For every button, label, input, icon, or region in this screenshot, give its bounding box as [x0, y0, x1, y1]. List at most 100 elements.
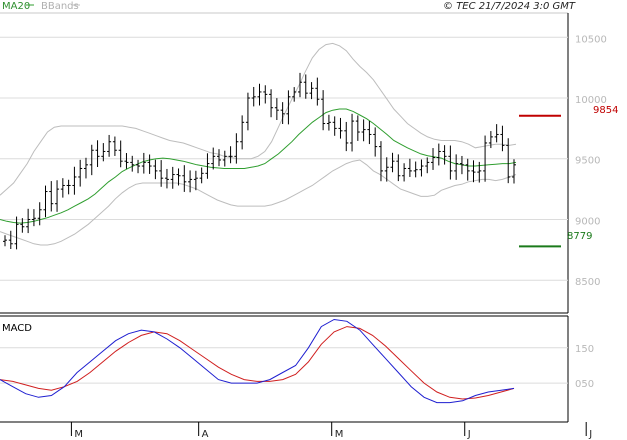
ohlc-bar	[425, 157, 430, 174]
ohlc-bar	[471, 160, 476, 183]
ohlc-bar	[257, 83, 262, 106]
ohlc-bar	[37, 202, 42, 226]
ohlc-bar	[350, 113, 355, 152]
x-tick-label: M	[335, 429, 344, 440]
ohlc-bar	[442, 145, 447, 165]
ohlc-bar	[164, 168, 169, 189]
ohlc-bar	[20, 218, 25, 233]
ohlc-bar	[338, 117, 343, 139]
ohlc-bar	[303, 74, 308, 99]
ohlc-bar	[384, 157, 389, 182]
ohlc-bar	[396, 154, 401, 182]
bband-upper-line	[0, 42, 517, 196]
ohlc-bar	[494, 124, 499, 143]
ohlc-bar	[240, 115, 245, 150]
ohlc-bar	[373, 127, 378, 157]
macd-line	[0, 318, 515, 404]
ma20-path	[0, 108, 517, 224]
ohlc-bar	[251, 86, 256, 107]
ohlc-bar	[112, 136, 117, 156]
macd-panel-frame	[0, 315, 569, 423]
ohlc-bar	[390, 152, 395, 173]
ohlc-bar	[477, 161, 482, 183]
ohlc-bar	[448, 145, 453, 180]
ohlc-bar	[280, 102, 285, 125]
ohlc-bar	[199, 167, 204, 184]
ohlc-bar	[95, 140, 100, 168]
x-tick-label: M	[74, 429, 83, 440]
ohlc-bar	[459, 155, 464, 175]
ohlc-bar	[118, 140, 123, 168]
ohlc-bar	[3, 235, 7, 247]
ohlc-bar	[130, 155, 135, 172]
x-tick-label: A	[202, 429, 209, 440]
ohlc-bar	[66, 179, 71, 195]
grid-lines	[0, 36, 568, 384]
ohlc-bar	[217, 149, 222, 167]
ohlc-bar	[89, 144, 94, 176]
legend-bbands: BBands	[41, 1, 79, 12]
ohlc-bar	[136, 159, 141, 174]
ohlc-bar	[78, 159, 83, 187]
ohlc-bar	[153, 159, 158, 180]
y-tick-label: 9500	[575, 156, 600, 167]
ohlc-bar	[402, 163, 407, 182]
ohlc-bar	[159, 160, 164, 187]
ohlc-bar	[222, 150, 227, 167]
ohlc-bar	[367, 120, 372, 145]
ohlc-bar	[315, 77, 320, 106]
ohlc-bar	[83, 157, 88, 179]
macd-tick-label: 150	[575, 344, 594, 355]
ohlc-bar	[245, 92, 250, 131]
ohlc-bar	[31, 209, 36, 227]
price-bars	[3, 72, 516, 250]
legend-ma20: MA20	[2, 1, 30, 12]
ohlc-bar	[14, 216, 19, 250]
resistance-label: 9854	[593, 105, 618, 116]
macd-lines	[0, 318, 515, 404]
y-tick-label: 8500	[575, 277, 600, 288]
support-resistance-levels	[519, 114, 561, 248]
ohlc-bar	[211, 147, 216, 170]
ohlc-bar	[55, 180, 60, 212]
macd-title: MACD	[2, 323, 32, 334]
ohlc-bar	[431, 148, 436, 170]
x-tick-label: J	[588, 429, 592, 440]
ohlc-bar	[454, 154, 459, 180]
ohlc-bar	[49, 181, 54, 212]
ohlc-bar	[176, 168, 181, 186]
ohlc-bar	[205, 153, 210, 179]
ohlc-bar	[43, 185, 48, 218]
ohlc-bar	[141, 152, 146, 174]
ohlc-bar	[332, 116, 337, 136]
ohlc-bar	[26, 208, 31, 234]
support-label: 8779	[567, 231, 592, 242]
copyright-timestamp: © TEC 21/7/2024 3:0 GMT	[443, 1, 576, 12]
ohlc-bar	[407, 158, 412, 177]
ohlc-bar	[60, 178, 65, 198]
ohlc-bar	[326, 114, 331, 131]
bollinger-bands	[0, 42, 517, 246]
y-axis-ticks: 10500 10000 9500 9000 8500 150 050	[575, 34, 607, 390]
macd-signal-line	[0, 326, 515, 400]
y-tick-label: 10000	[575, 95, 607, 106]
ohlc-bar	[483, 135, 488, 182]
ohlc-bar	[234, 133, 239, 164]
ohlc-bar	[344, 121, 349, 152]
ohlc-bar	[419, 159, 424, 177]
ma20-line	[0, 108, 517, 224]
ohlc-bar	[274, 98, 279, 121]
ohlc-bar	[182, 165, 187, 192]
bband-lower-line	[0, 159, 517, 246]
ohlc-bar	[170, 166, 175, 189]
ohlc-bar	[193, 170, 198, 191]
ohlc-bar	[124, 153, 129, 169]
ohlc-bar	[286, 90, 291, 125]
ohlc-bar	[72, 166, 77, 195]
ohlc-bar	[8, 230, 13, 249]
ohlc-bar	[263, 85, 268, 104]
ohlc-bar	[488, 131, 493, 149]
